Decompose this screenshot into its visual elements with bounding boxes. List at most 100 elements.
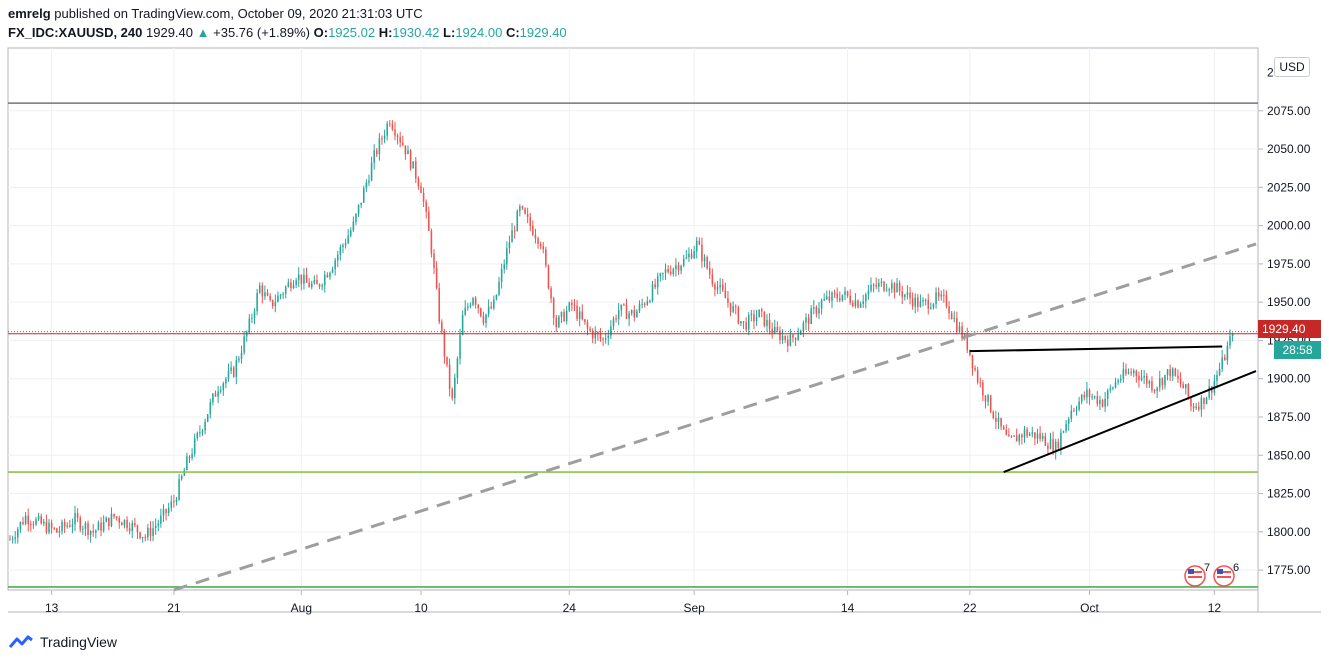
candle-body (456, 358, 459, 378)
candle-body (227, 370, 230, 379)
candle-body (248, 318, 251, 332)
candle-body (896, 283, 898, 293)
candle-body (701, 244, 703, 262)
candle-body (1151, 381, 1153, 391)
symbol-label[interactable]: FX_IDC:XAUUSD, 240 (8, 25, 143, 40)
candle-body (1166, 369, 1169, 375)
candle-body (451, 388, 453, 399)
candle-body (368, 180, 370, 183)
tradingview-logo-text[interactable]: TradingView (40, 634, 118, 650)
candle-body (948, 306, 950, 314)
candle-body (943, 294, 945, 296)
candle-body (74, 513, 76, 525)
candle-body (1060, 432, 1062, 449)
candle-body (105, 517, 108, 522)
candle-body (794, 337, 797, 340)
candle-body (383, 135, 386, 139)
price-tick-label: 2050.00 (1267, 142, 1311, 156)
flag-stripe (1188, 576, 1202, 578)
candle-body (1177, 375, 1179, 379)
candle-body (287, 282, 290, 287)
candle-body (123, 519, 126, 526)
candle-body (813, 307, 815, 309)
candle-body (149, 528, 152, 537)
author-name[interactable]: emrelg (8, 6, 51, 21)
candle-body (995, 417, 997, 422)
candle-body (506, 248, 508, 265)
candle-body (797, 334, 799, 340)
candle-body (438, 288, 440, 322)
candle-body (1091, 396, 1093, 398)
candle-body (365, 182, 368, 189)
price-tick-label: 1850.00 (1267, 448, 1311, 462)
candle-body (381, 138, 383, 140)
candle-body (740, 321, 742, 324)
candle-body (201, 430, 204, 433)
candle-body (97, 522, 100, 531)
candle-body (292, 284, 295, 289)
candle-body (53, 527, 56, 529)
candle-body (1117, 380, 1119, 383)
candle-body (331, 269, 334, 273)
candle-body (22, 521, 24, 524)
candle-body (225, 378, 227, 384)
time-tick-label: Aug (291, 601, 312, 615)
bar-countdown-badge: 28:58 (1274, 341, 1321, 359)
candle-body (695, 240, 698, 252)
candle-body (1112, 387, 1114, 389)
candle-body (924, 299, 927, 301)
candle-body (526, 213, 529, 218)
candle-body (219, 390, 222, 392)
candle-body (1156, 387, 1158, 392)
currency-button[interactable]: USD (1274, 57, 1310, 77)
time-tick-label: 10 (414, 601, 428, 615)
event-count: 7 (1204, 562, 1210, 574)
candle-body (708, 268, 711, 275)
price-change: +35.76 (+1.89%) (213, 25, 310, 40)
candle-body (204, 421, 206, 431)
candle-body (521, 206, 524, 209)
candle-body (732, 306, 734, 312)
candle-body (45, 521, 48, 533)
candle-body (43, 521, 45, 524)
candle-body (763, 311, 766, 326)
candle-body (872, 284, 875, 286)
candle-body (953, 317, 956, 320)
candle-body (987, 395, 989, 402)
tradingview-logo-icon[interactable] (8, 634, 34, 650)
candle-body (305, 274, 308, 283)
candle-body (1047, 445, 1049, 449)
price-tick-label: 2025.00 (1267, 180, 1311, 194)
event-count: 6 (1233, 562, 1239, 574)
candle-body (264, 292, 266, 297)
price-tick-label: 1875.00 (1267, 410, 1311, 424)
candle-body (680, 265, 682, 271)
ohlc-row: FX_IDC:XAUUSD, 240 1929.40 ▲ +35.76 (+1.… (8, 23, 567, 42)
candle-body (310, 283, 313, 288)
candle-body (178, 479, 180, 500)
time-axis[interactable]: 13 21 Aug 10 24 Sep 14 22 Oct 12 (45, 590, 1221, 615)
candle-body (982, 382, 984, 396)
grid (8, 48, 1258, 590)
candle-body (755, 317, 758, 322)
candle-body (958, 326, 961, 332)
candle-body (206, 414, 209, 422)
candle-body (643, 303, 646, 305)
candle-body (685, 257, 688, 259)
candle-body (370, 162, 373, 181)
candle-body (441, 321, 443, 332)
candle-body (173, 501, 175, 503)
candle-body (703, 257, 706, 262)
candle-body (87, 523, 89, 536)
candle-body (792, 334, 794, 338)
candle-body (927, 299, 930, 309)
candle-body (50, 522, 53, 528)
candle-body (1125, 369, 1127, 374)
candle-body (545, 249, 547, 266)
candle-body (773, 326, 776, 334)
candle-body (1028, 433, 1031, 436)
candle-body (638, 304, 641, 312)
candle-body (56, 528, 58, 533)
